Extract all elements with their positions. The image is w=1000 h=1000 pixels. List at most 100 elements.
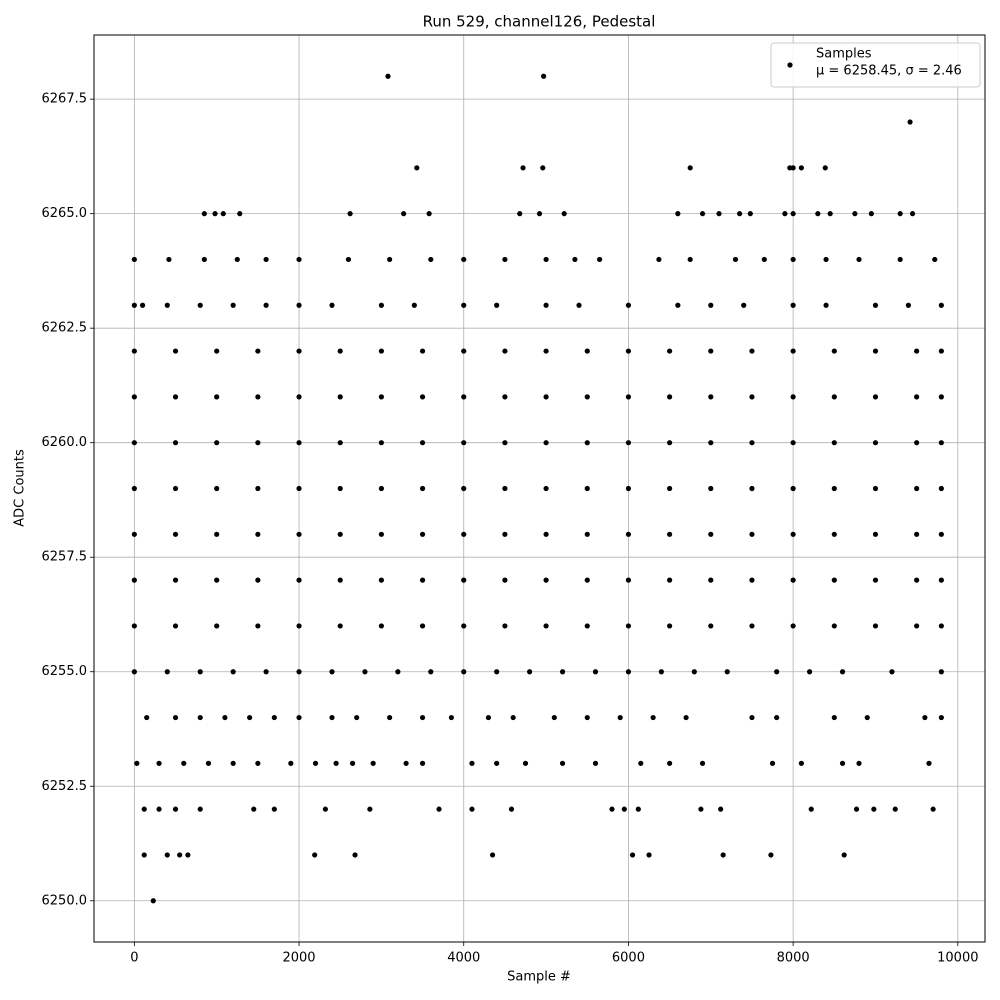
point — [907, 119, 913, 125]
point — [419, 485, 426, 492]
point — [749, 577, 755, 583]
point — [914, 577, 920, 583]
point — [428, 669, 434, 675]
point — [271, 806, 277, 812]
point — [378, 577, 384, 583]
point — [782, 211, 788, 217]
point — [172, 623, 179, 629]
point — [774, 669, 780, 675]
point — [131, 669, 137, 675]
point — [296, 302, 302, 308]
point — [502, 623, 508, 629]
point — [419, 394, 426, 400]
point — [197, 714, 203, 721]
point — [691, 669, 697, 675]
point — [131, 485, 137, 492]
point — [761, 256, 767, 263]
point — [699, 760, 706, 766]
point — [559, 760, 566, 766]
point — [720, 852, 726, 858]
point — [543, 577, 549, 583]
y-tick-label: 6257.5 — [42, 550, 88, 565]
point — [839, 760, 846, 766]
grid — [90, 35, 985, 946]
point — [872, 623, 879, 629]
point — [625, 669, 632, 675]
point — [164, 669, 170, 675]
point — [584, 531, 590, 537]
point — [288, 760, 294, 766]
point — [749, 394, 755, 400]
point — [296, 485, 302, 492]
point — [831, 440, 837, 446]
point — [230, 669, 236, 675]
point — [352, 852, 358, 858]
point — [378, 302, 384, 308]
point — [667, 760, 673, 766]
legend: Samples μ = 6258.45, σ = 2.46 — [770, 42, 981, 88]
point — [667, 623, 673, 629]
point — [536, 211, 543, 217]
point — [831, 394, 837, 400]
points — [131, 73, 944, 904]
point — [461, 577, 467, 583]
point — [378, 531, 384, 537]
x-axis-label: Sample # — [507, 970, 571, 985]
point — [831, 714, 837, 721]
point — [543, 348, 549, 354]
point — [419, 531, 426, 537]
point — [296, 256, 302, 263]
point — [461, 623, 467, 629]
point — [852, 211, 858, 217]
point — [667, 348, 673, 354]
point — [419, 760, 426, 766]
point — [296, 669, 302, 675]
point — [938, 623, 944, 629]
point — [172, 440, 179, 446]
point — [489, 852, 496, 858]
point — [561, 211, 567, 217]
point — [625, 394, 632, 400]
point — [212, 211, 218, 217]
point — [822, 165, 828, 171]
point — [312, 760, 319, 766]
point — [675, 302, 681, 308]
point — [502, 577, 508, 583]
point — [517, 211, 523, 217]
point — [543, 394, 549, 400]
point — [543, 623, 549, 629]
y-tick-label: 6260.0 — [42, 435, 88, 450]
point — [411, 302, 417, 308]
point — [337, 623, 343, 629]
legend-stats: μ = 6258.45, σ = 2.46 — [816, 64, 962, 79]
point — [909, 211, 916, 217]
point — [749, 485, 755, 492]
point — [650, 714, 656, 721]
point — [401, 211, 407, 217]
point — [699, 211, 706, 217]
point — [798, 165, 804, 171]
point — [197, 669, 203, 675]
point — [856, 760, 862, 766]
point — [543, 485, 549, 492]
point — [263, 669, 269, 675]
point — [708, 440, 714, 446]
point — [543, 256, 549, 263]
point — [868, 211, 874, 217]
point — [897, 211, 903, 217]
point — [749, 531, 755, 537]
point — [815, 211, 821, 217]
point — [461, 669, 467, 675]
plot-frame — [93, 34, 986, 943]
point — [790, 211, 796, 217]
point — [749, 440, 755, 446]
point — [141, 806, 147, 812]
point — [172, 485, 179, 492]
point — [708, 394, 714, 400]
point — [255, 760, 261, 766]
point — [461, 485, 467, 492]
point — [296, 440, 302, 446]
point — [667, 577, 673, 583]
point — [540, 165, 546, 171]
